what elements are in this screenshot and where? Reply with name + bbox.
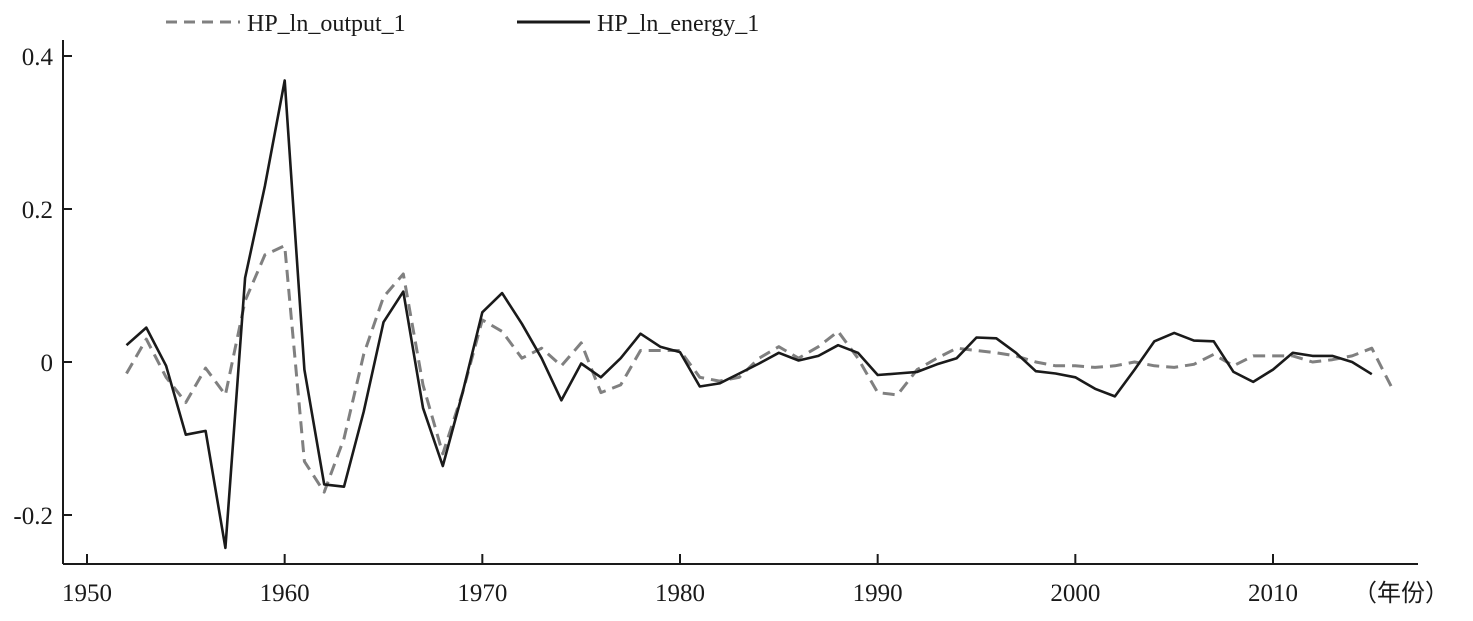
legend-label-energy: HP_ln_energy_1 (597, 11, 759, 37)
x-axis-ticks: 1950 1960 1970 1980 1990 2000 2010 (62, 554, 1298, 607)
x-tick-label: 1970 (457, 580, 507, 607)
x-tick-label: 1980 (655, 580, 705, 607)
y-tick-label: 0 (41, 350, 54, 377)
x-axis-unit-label: （年份） (1353, 579, 1449, 607)
legend: HP_ln_output_1 HP_ln_energy_1 (166, 11, 759, 37)
x-tick-label: 1990 (853, 580, 903, 607)
y-tick-label: 0.4 (22, 44, 54, 71)
legend-label-output: HP_ln_output_1 (247, 11, 406, 37)
x-tick-label: 2010 (1248, 580, 1298, 607)
x-tick-label: 1950 (62, 580, 112, 607)
y-tick-label: -0.2 (13, 503, 53, 530)
y-axis-ticks: 0.4 0.2 0 -0.2 (13, 44, 72, 530)
series-line-output (125, 244, 1393, 494)
x-tick-label: 2000 (1050, 580, 1100, 607)
x-tick-label: 1960 (260, 580, 310, 607)
series-layer (125, 79, 1393, 550)
y-tick-label: 0.2 (22, 197, 53, 224)
series-line-energy (125, 79, 1373, 550)
